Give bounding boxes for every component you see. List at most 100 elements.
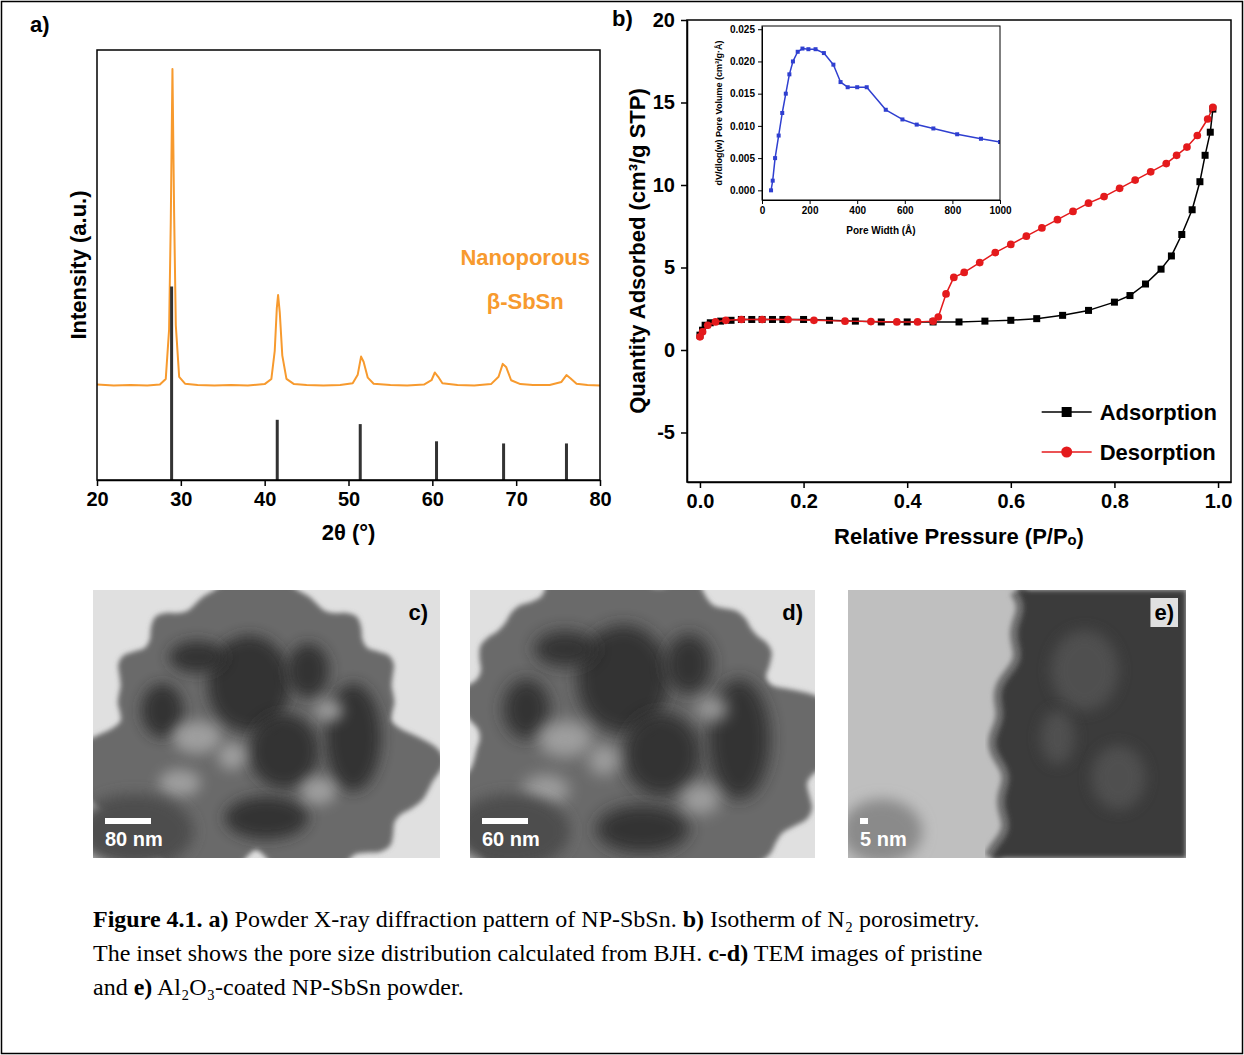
caption-text: c-d) [708, 940, 748, 966]
data-point [1196, 178, 1203, 185]
x-axis-line [688, 482, 1232, 484]
tem-texture [173, 721, 222, 753]
x-tick-label: 20 [86, 488, 108, 510]
tem-texture [1041, 711, 1075, 765]
y-tick-label: 20 [653, 9, 675, 31]
data-point [1209, 104, 1217, 112]
x-tick: 60 [422, 480, 444, 510]
x-tick-label: 0.0 [687, 490, 715, 512]
data-point [1158, 266, 1165, 273]
tem-texture [470, 794, 570, 858]
y-tick-label: 0 [664, 339, 675, 361]
legend-label: Adsorption [1100, 400, 1217, 425]
data-point [773, 156, 777, 160]
annotation: Nanoporous β-SbSn [460, 245, 590, 314]
y-tick-mark [681, 20, 687, 22]
y-tick-mark [681, 185, 687, 187]
x-tick-label: 60 [422, 488, 444, 510]
tem-texture [681, 784, 720, 814]
panel-letter: b) [612, 6, 633, 31]
y-axis-title: Intensity (a.u.) [66, 190, 91, 339]
y-tick-mark [681, 350, 687, 352]
caption: Figure 4.1. a) Powder X-ray diffraction … [93, 902, 1213, 1004]
tem-texture [315, 700, 343, 721]
x-tick-mark [857, 200, 858, 204]
tem-texture [534, 631, 596, 667]
x-tick-label: 1.0 [1205, 490, 1233, 512]
x-tick-mark [1011, 482, 1013, 488]
data-point [787, 72, 791, 76]
legend: AdsorptionDesorption [1042, 400, 1217, 465]
tem-image-content [848, 590, 1186, 858]
caption-line: Figure 4.1. a) Powder X-ray diffraction … [93, 902, 979, 936]
data-point [1202, 152, 1209, 159]
plot-frame [97, 50, 600, 480]
y-tick: 0.015 [730, 88, 762, 99]
x-axis: 20304050607080 [86, 480, 611, 510]
x-tick-mark [762, 200, 763, 204]
data-point [769, 188, 773, 192]
x-tick-mark [952, 200, 953, 204]
tem-particle [470, 590, 815, 858]
x-tick-label: 0.8 [1101, 490, 1129, 512]
x-tick-label: 30 [170, 488, 192, 510]
data-point [865, 85, 869, 89]
data-point [960, 269, 968, 277]
annotation-text: Nanoporous [460, 245, 590, 270]
data-point [1059, 312, 1066, 319]
caption-text: Isotherm of N₂ porosimetry. [704, 906, 979, 932]
reference-stick [359, 424, 362, 480]
data-point [1023, 232, 1031, 240]
data-point [784, 92, 788, 96]
data-point [800, 47, 804, 51]
data-point [979, 137, 983, 141]
y-tick-mark [758, 190, 762, 191]
data-point [814, 47, 818, 51]
data-point [796, 50, 800, 54]
tem-texture [708, 679, 770, 799]
y-tick-label: -5 [657, 421, 675, 443]
x-tick-mark [700, 482, 702, 488]
data-point [841, 317, 849, 325]
x-axis: 02004006008001000 [760, 200, 1012, 216]
x-tick-label: 50 [338, 488, 360, 510]
tem-particle [93, 590, 440, 858]
annotation-text: β-SbSn [487, 289, 564, 314]
tem-texture [249, 713, 318, 788]
data-point [942, 290, 950, 298]
reference-stick [502, 443, 505, 480]
reference-stick [565, 443, 568, 480]
data-point [1178, 231, 1185, 238]
x-tick-mark [810, 200, 811, 204]
data-point [704, 321, 712, 329]
x-tick: 20 [86, 480, 108, 510]
x-tick-label: 80 [589, 488, 611, 510]
reference-stick [170, 287, 173, 481]
data-point [1069, 208, 1077, 216]
x-tick-label: 600 [897, 205, 914, 216]
data-point [822, 51, 826, 55]
data-point [1085, 199, 1093, 207]
reference-stick [276, 420, 279, 480]
data-point [931, 126, 935, 130]
x-axis-title: 2θ (°) [322, 520, 376, 545]
data-point [1147, 168, 1155, 176]
x-tick-label: 0.4 [894, 490, 923, 512]
x-tick-label: 400 [849, 205, 866, 216]
x-tick-mark [907, 482, 909, 488]
data-point [846, 85, 850, 89]
x-tick-label: 1000 [989, 205, 1012, 216]
tem-texture [287, 644, 329, 698]
panel-letter: a) [30, 12, 50, 37]
letter-patch [778, 598, 807, 627]
x-tick: 400 [849, 200, 866, 216]
data-point [855, 85, 859, 89]
x-tick: 0.0 [687, 482, 715, 512]
plot-frame [687, 20, 1231, 482]
x-tick-mark [181, 480, 183, 486]
x-axis-line [763, 200, 1001, 201]
tem-texture [538, 721, 592, 757]
data-point [1189, 206, 1196, 213]
y-tick-label: 5 [664, 256, 675, 278]
data-point [914, 318, 922, 326]
